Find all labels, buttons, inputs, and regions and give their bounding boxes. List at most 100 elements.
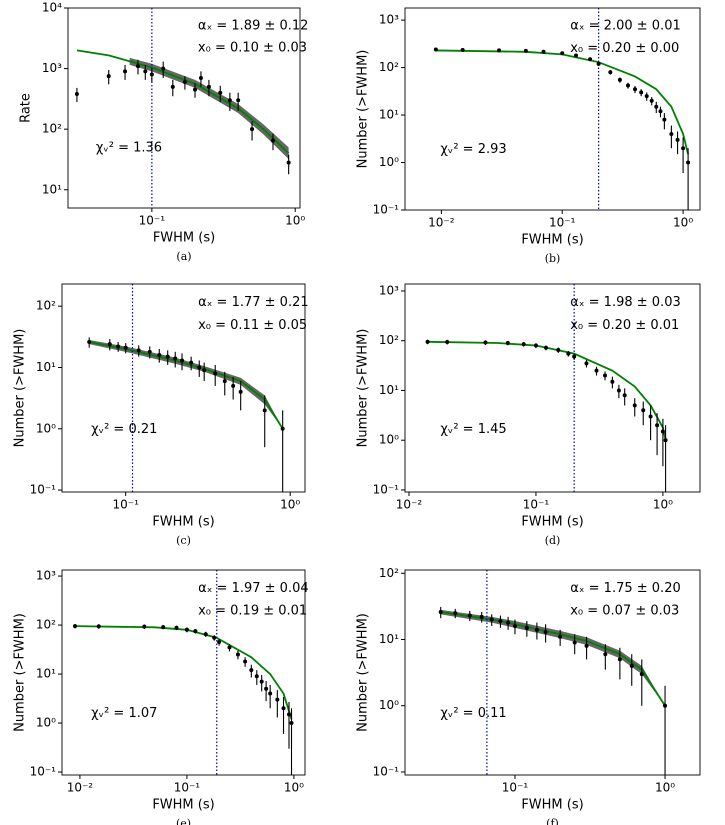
data-point <box>268 691 273 696</box>
x-tick-label: 10⁻¹ <box>549 216 576 230</box>
panel-label: (f) <box>546 817 559 825</box>
panel-label: (b) <box>545 252 561 265</box>
data-point <box>521 342 526 347</box>
data-point <box>543 629 548 634</box>
axes-frame <box>404 283 701 493</box>
panel-label: (d) <box>545 534 561 547</box>
data-point <box>498 619 503 624</box>
panel: 10⁻¹ 10⁰ 10¹ 10² 10³ 10⁴ FWHM (s) Rate αₓ = 1.89… <box>19 1 309 264</box>
data-point <box>541 49 546 54</box>
data-point <box>467 613 472 618</box>
axes-frame <box>404 569 701 776</box>
axes-frame <box>67 7 301 209</box>
panel-label: (c) <box>176 534 191 547</box>
data-point <box>686 160 691 165</box>
data-point <box>227 98 232 103</box>
data-point <box>231 383 236 388</box>
data-point <box>74 92 79 97</box>
data-point <box>174 625 179 630</box>
data-point <box>625 83 630 88</box>
data-point <box>632 403 637 408</box>
x-axis-label: FWHM (s) <box>521 515 583 530</box>
x-tick-label: 10⁻² <box>396 498 423 512</box>
data-point <box>289 721 294 726</box>
y-tick-label: 10² <box>36 618 56 632</box>
x-tick-label: 10⁻² <box>428 216 455 230</box>
data-point <box>544 345 549 350</box>
data-point <box>644 94 649 99</box>
data-point <box>610 379 615 384</box>
y-tick-label: 10² <box>42 122 62 136</box>
x-tick-label: 10⁻¹ <box>523 498 550 512</box>
panel: 10⁻¹ 10⁰ 10⁻¹ 10⁰ 10¹ 10² FWHM (s) Number (>FWH… <box>356 566 701 825</box>
y-tick-label: 10¹ <box>36 360 56 374</box>
y-axis-label: Number (>FWHM) <box>356 50 371 169</box>
data-point <box>189 360 194 365</box>
data-point <box>212 635 217 640</box>
x-tick-label: 10⁻¹ <box>139 214 166 228</box>
data-point <box>123 69 128 74</box>
annotation: χᵥ² = 2.93 <box>440 142 506 157</box>
data-point <box>663 438 668 443</box>
data-point <box>116 344 121 349</box>
x-tick-label: 10⁰ <box>655 781 675 795</box>
annotation: x₀ = 0.20 ± 0.01 <box>570 318 679 333</box>
data-point <box>588 57 593 62</box>
data-point <box>143 69 148 74</box>
fit-line <box>75 625 293 720</box>
y-axis-label: Number (>FWHM) <box>13 329 28 448</box>
data-point <box>197 365 202 370</box>
data-point <box>250 127 255 132</box>
data-point <box>73 624 78 629</box>
x-tick-label: 10⁰ <box>280 498 300 512</box>
data-point <box>649 98 654 103</box>
data-point <box>479 614 484 619</box>
data-point <box>629 663 634 668</box>
x-axis-label: FWHM (s) <box>521 233 583 248</box>
data-point <box>213 371 218 376</box>
annotation: x₀ = 0.20 ± 0.00 <box>570 41 679 56</box>
data-point <box>460 47 465 52</box>
y-tick-label: 10¹ <box>379 632 399 646</box>
data-point <box>675 137 680 142</box>
annotation: αₓ = 1.77 ± 0.21 <box>198 295 309 310</box>
data-point <box>662 117 667 122</box>
y-tick-label: 10⁰ <box>36 716 56 730</box>
data-point <box>505 340 510 345</box>
data-point <box>136 348 141 353</box>
y-tick-label: 10³ <box>36 569 56 583</box>
y-tick-label: 10³ <box>379 283 399 297</box>
data-point <box>669 131 674 136</box>
data-point <box>438 610 443 615</box>
data-point <box>280 426 285 431</box>
data-point <box>227 645 232 650</box>
plot-area <box>87 284 285 492</box>
annotation: x₀ = 0.19 ± 0.01 <box>198 604 307 619</box>
data-point <box>655 423 660 428</box>
data-point <box>617 657 622 662</box>
data-point <box>574 53 579 58</box>
data-point <box>558 634 563 639</box>
data-point <box>594 368 599 373</box>
data-point <box>235 652 240 657</box>
data-point <box>281 706 286 711</box>
data-point <box>633 87 638 92</box>
data-point <box>453 611 458 616</box>
x-axis-label: FWHM (s) <box>153 231 215 246</box>
x-tick-label: 10⁰ <box>284 781 304 795</box>
data-point <box>483 340 488 345</box>
axes-frame <box>404 7 701 211</box>
annotation: x₀ = 0.11 ± 0.05 <box>198 318 307 333</box>
annotation: αₓ = 1.75 ± 0.20 <box>570 581 681 596</box>
y-tick-label: 10² <box>379 333 399 347</box>
annotation: x₀ = 0.07 ± 0.03 <box>570 604 679 619</box>
data-point <box>142 624 147 629</box>
data-point <box>147 349 152 354</box>
data-point <box>182 80 187 85</box>
data-point <box>572 640 577 645</box>
data-point <box>87 340 92 345</box>
data-point <box>648 414 653 419</box>
x-tick-label: 10⁻¹ <box>174 781 201 795</box>
data-point <box>639 90 644 95</box>
